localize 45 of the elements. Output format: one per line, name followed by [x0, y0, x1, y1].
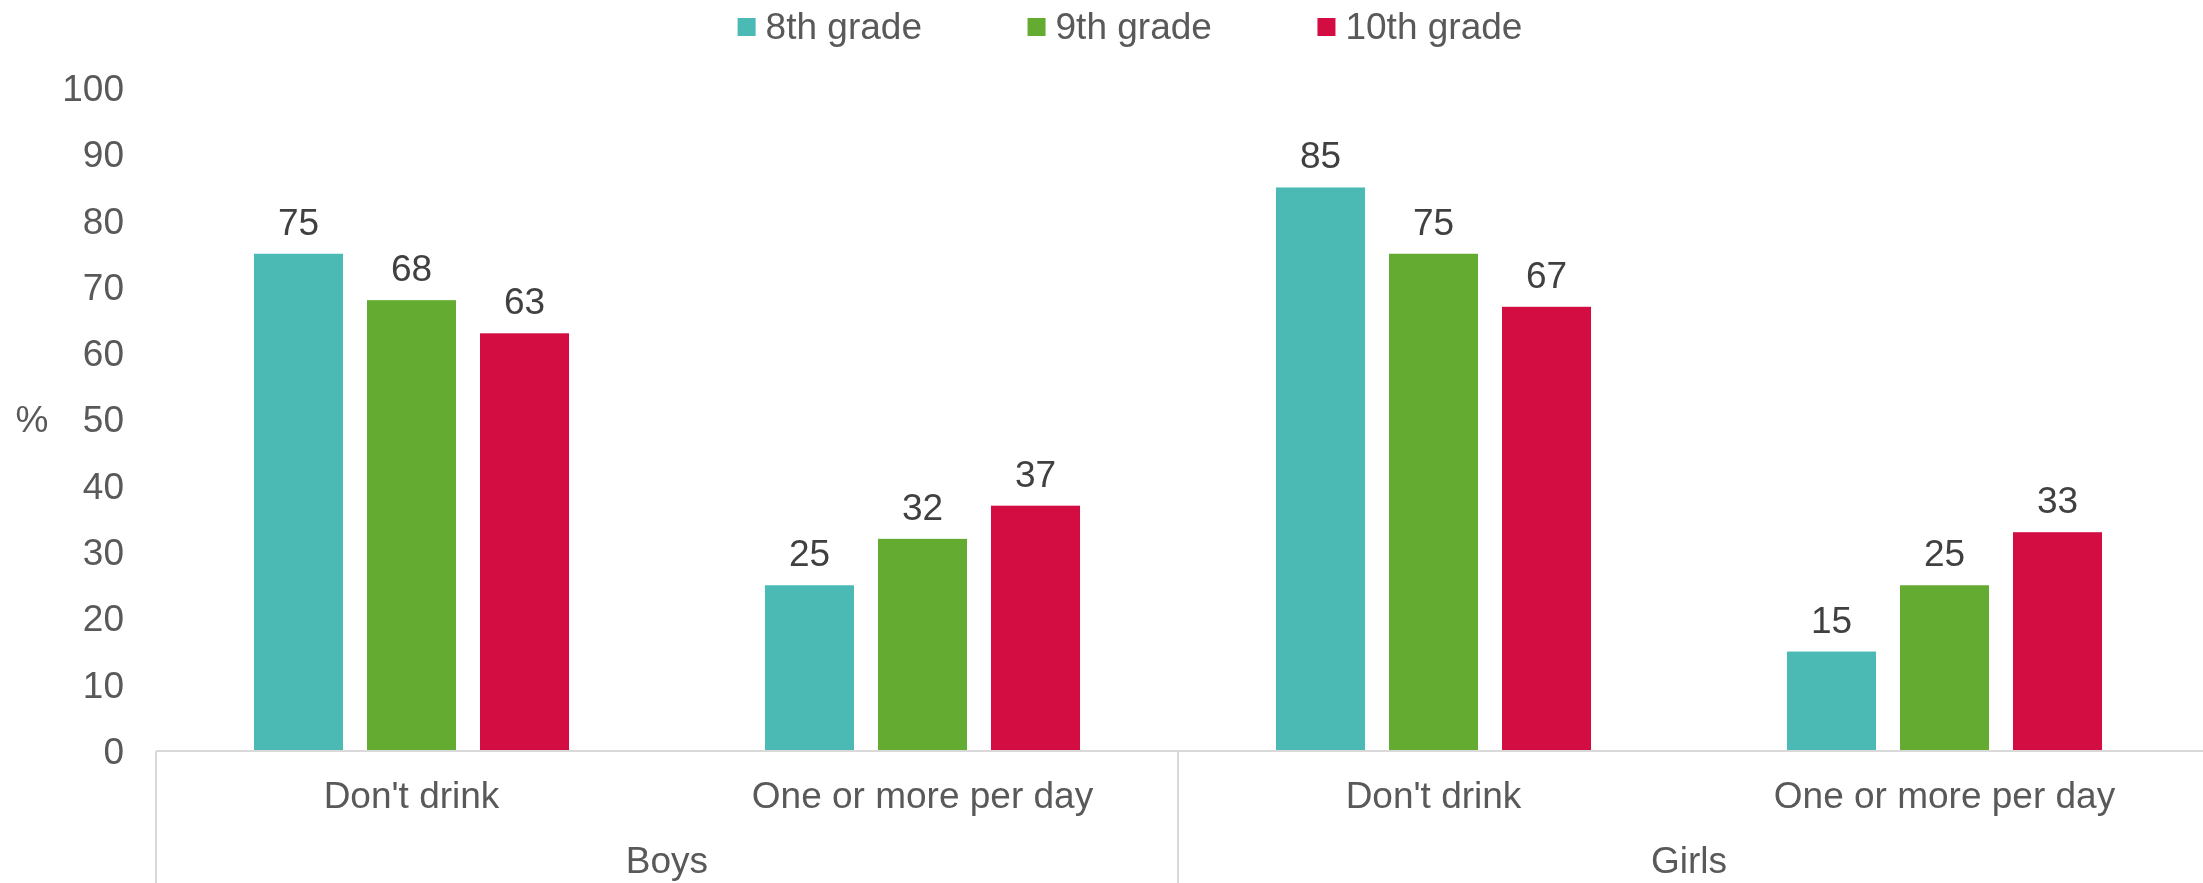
data-label: 85	[1299, 135, 1342, 177]
bar	[2013, 532, 2103, 751]
data-label: 25	[788, 533, 831, 575]
y-tick-label: 100	[62, 67, 124, 109]
y-tick-label: 80	[82, 200, 124, 242]
y-tick-label: 30	[82, 532, 124, 574]
y-tick-label: 50	[82, 399, 124, 441]
bar	[1502, 306, 1592, 751]
x-tick-label: Don't drink	[323, 775, 500, 816]
text: Girls	[1650, 840, 1728, 881]
y-tick-label: 0	[103, 730, 124, 772]
bar	[253, 253, 343, 751]
data-label: 32	[901, 486, 944, 528]
y-tick-label: 20	[82, 598, 124, 640]
data-label: 75	[1412, 201, 1455, 243]
data-label: 63	[503, 281, 546, 323]
y-tick-label: 90	[82, 134, 124, 176]
data-label: 67	[1525, 254, 1568, 296]
legend-label: 10th grade	[1345, 6, 1523, 47]
y-tick-label: 70	[82, 266, 124, 308]
legend-label: 9th grade	[1055, 6, 1212, 47]
bar	[1900, 585, 1990, 751]
x-tick-label: One or more per day	[751, 775, 1094, 816]
bar	[367, 300, 456, 751]
bar	[480, 333, 570, 751]
bar	[1275, 187, 1365, 751]
y-tick-label: 60	[82, 333, 124, 375]
bar	[991, 505, 1081, 751]
y-tick-label: 40	[82, 465, 124, 507]
data-label: 15	[1810, 599, 1853, 641]
y-axis-title: %	[15, 399, 49, 441]
x-tick-label: One or more per day	[1773, 775, 2116, 816]
x-tick-label: Don't drink	[1345, 775, 1522, 816]
y-tick-label: 10	[82, 664, 124, 706]
bar	[1389, 253, 1479, 751]
text: Boys	[625, 840, 709, 881]
data-label: 33	[2036, 480, 2079, 522]
data-label: 25	[1923, 533, 1966, 575]
bar	[1786, 651, 1876, 751]
bar	[764, 585, 854, 751]
data-label: 37	[1014, 453, 1057, 495]
data-label: 75	[277, 201, 320, 243]
legend-label: 8th grade	[765, 6, 922, 47]
bar	[878, 538, 967, 751]
data-label: 68	[390, 248, 433, 290]
